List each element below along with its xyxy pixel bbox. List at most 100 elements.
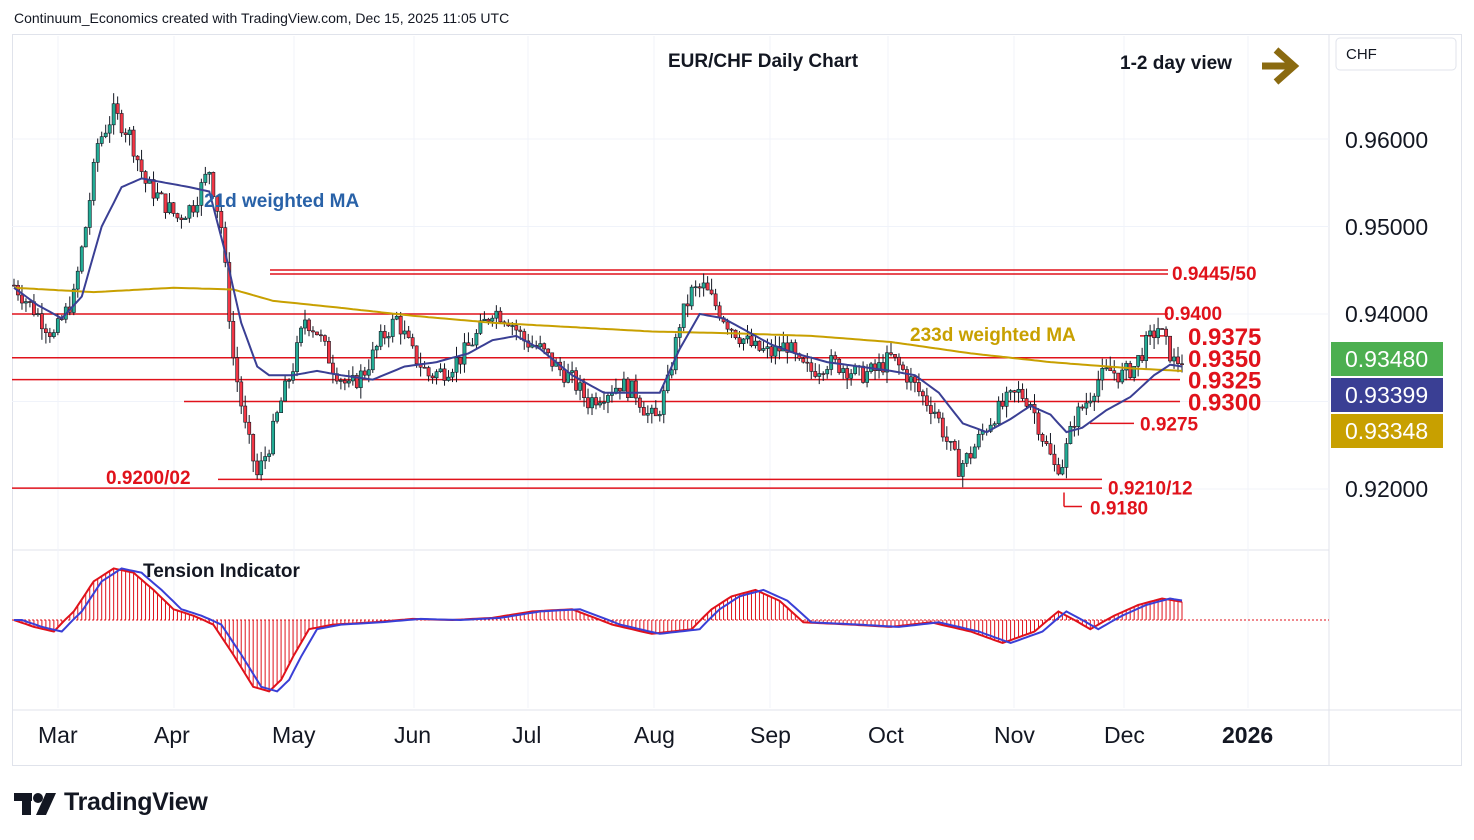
candle	[1128, 360, 1133, 380]
chart-frame[interactable]	[12, 34, 1462, 766]
candle	[685, 294, 690, 318]
candle-body	[123, 132, 128, 135]
candle	[458, 357, 463, 374]
candle-body	[1008, 390, 1013, 393]
candle	[219, 207, 224, 234]
candle	[757, 340, 762, 352]
tradingview-logo[interactable]: TradingView	[14, 788, 208, 817]
candle-body	[143, 171, 148, 184]
candle	[1176, 346, 1180, 373]
candle-body	[1060, 467, 1065, 475]
candle-body	[434, 371, 439, 379]
candle-body	[1100, 368, 1105, 381]
candle	[1064, 438, 1069, 479]
candle	[825, 365, 830, 379]
candle	[215, 196, 220, 219]
candle-body	[1052, 453, 1057, 465]
candle-body	[1084, 402, 1089, 409]
candle-body	[382, 331, 387, 339]
candle	[207, 171, 212, 185]
level-label: 0.9350	[1188, 346, 1261, 373]
candle	[299, 326, 303, 347]
tension-indicator-label: Tension Indicator	[143, 561, 301, 582]
candle	[263, 446, 268, 470]
last-price-badge: 0.93480	[1331, 342, 1443, 376]
candle	[494, 305, 499, 329]
candle-body	[171, 202, 176, 214]
candle-body	[1036, 412, 1041, 435]
candle	[1160, 328, 1164, 330]
candle-body	[203, 173, 208, 183]
candle-body	[629, 380, 634, 398]
candle-body	[649, 407, 654, 414]
month-label: Mar	[38, 722, 78, 748]
candle	[1060, 459, 1065, 476]
candle	[159, 190, 164, 195]
candle	[71, 283, 76, 316]
candle-body	[466, 342, 471, 346]
candle	[271, 413, 276, 456]
level-label: 0.9400	[1164, 304, 1222, 325]
candle-body	[295, 342, 299, 372]
candle	[295, 335, 299, 377]
candle	[490, 315, 495, 327]
candle-body	[498, 310, 503, 323]
candle-body	[964, 453, 969, 464]
moving-averages	[13, 177, 1183, 434]
candle	[398, 311, 403, 345]
candle-body	[809, 362, 814, 372]
candle-body	[881, 362, 885, 373]
candle	[944, 426, 949, 450]
candle-body	[43, 328, 48, 333]
candle	[709, 278, 714, 296]
candle-body	[275, 412, 279, 422]
candle-body	[689, 286, 694, 307]
candle-body	[410, 337, 415, 347]
candle-body	[1040, 434, 1045, 442]
candle-body	[478, 320, 483, 334]
level-label: 0.9375	[1188, 324, 1261, 351]
svg-text:0.93480: 0.93480	[1345, 346, 1428, 372]
candle-body	[877, 362, 881, 371]
candle	[211, 171, 216, 199]
currency-box[interactable]: CHF	[1335, 37, 1457, 71]
tension-slow-line	[14, 567, 1183, 693]
candle-body	[1148, 330, 1153, 336]
candle	[645, 405, 650, 424]
candle	[175, 212, 180, 223]
candle-body	[1152, 330, 1156, 339]
candle-body	[625, 378, 630, 398]
candle-body	[745, 335, 750, 340]
candle-body	[1044, 441, 1049, 445]
candle	[486, 317, 491, 325]
candle-body	[1024, 398, 1029, 407]
candle	[283, 375, 287, 402]
candle	[442, 363, 447, 386]
candle-body	[267, 453, 272, 457]
candle	[1156, 317, 1160, 345]
candle	[574, 367, 578, 395]
candle	[478, 313, 483, 335]
candle	[1004, 386, 1009, 418]
candle	[841, 365, 846, 380]
candle	[1012, 389, 1017, 403]
candle	[358, 364, 363, 399]
candle-body	[438, 368, 443, 373]
candle-body	[1160, 328, 1164, 330]
candle-body	[645, 413, 650, 416]
candle-body	[91, 162, 96, 201]
candle	[287, 378, 291, 389]
candle-body	[207, 172, 212, 175]
candle-body	[1156, 328, 1160, 339]
candle	[713, 288, 718, 311]
candle-body	[394, 315, 399, 320]
candle	[199, 178, 204, 216]
candle	[905, 366, 909, 390]
candle	[342, 377, 347, 391]
candle	[498, 307, 503, 323]
candle-body	[709, 289, 714, 295]
candle	[127, 127, 132, 146]
candle-body	[71, 288, 76, 313]
price-tick: 0.92000	[1345, 476, 1428, 502]
